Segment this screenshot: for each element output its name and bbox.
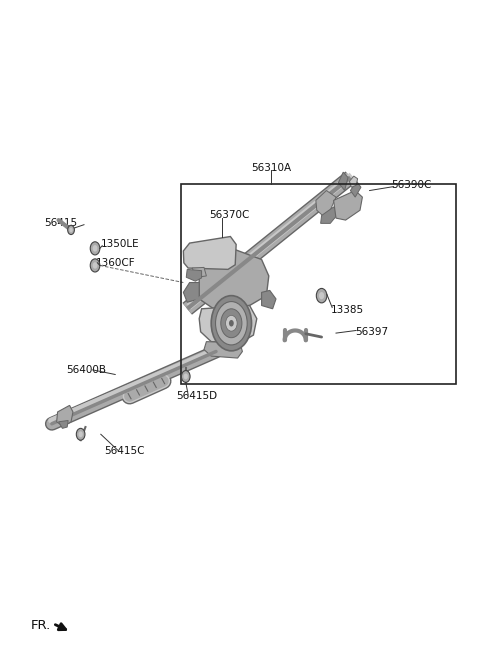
Polygon shape: [321, 207, 338, 223]
Polygon shape: [350, 181, 361, 197]
Polygon shape: [316, 191, 336, 217]
Polygon shape: [262, 290, 276, 309]
Polygon shape: [183, 283, 199, 302]
Circle shape: [226, 315, 237, 331]
Text: 56415C: 56415C: [105, 446, 145, 457]
Text: 1350LE: 1350LE: [101, 239, 139, 250]
Text: 56310A: 56310A: [251, 162, 291, 173]
Circle shape: [229, 320, 234, 327]
Circle shape: [211, 296, 252, 351]
Text: 56415: 56415: [44, 218, 77, 229]
Text: 56415D: 56415D: [177, 391, 218, 401]
Text: FR.: FR.: [31, 619, 51, 632]
Text: 56397: 56397: [355, 327, 388, 338]
Text: 56400B: 56400B: [66, 365, 106, 375]
Bar: [181, 184, 456, 384]
Text: 1360CF: 1360CF: [96, 258, 136, 268]
Circle shape: [90, 259, 100, 272]
Circle shape: [183, 373, 188, 380]
Circle shape: [93, 262, 97, 269]
Text: 56370C: 56370C: [209, 210, 249, 221]
Circle shape: [319, 292, 324, 300]
Circle shape: [69, 228, 73, 233]
Polygon shape: [199, 250, 269, 309]
Circle shape: [68, 225, 74, 235]
Circle shape: [76, 428, 85, 440]
Polygon shape: [183, 237, 236, 269]
Circle shape: [79, 431, 83, 438]
Polygon shape: [57, 405, 73, 426]
Circle shape: [181, 371, 190, 382]
Circle shape: [93, 245, 97, 252]
Circle shape: [316, 288, 327, 303]
Circle shape: [216, 302, 247, 345]
Polygon shape: [199, 306, 257, 343]
Circle shape: [221, 309, 242, 338]
Text: 13385: 13385: [331, 305, 364, 315]
Polygon shape: [59, 420, 68, 428]
Polygon shape: [338, 172, 348, 191]
Polygon shape: [186, 269, 202, 281]
Polygon shape: [349, 176, 358, 187]
Polygon shape: [192, 267, 206, 277]
Polygon shape: [204, 342, 242, 358]
Text: 56390C: 56390C: [391, 180, 432, 191]
Circle shape: [90, 242, 100, 255]
Polygon shape: [334, 191, 362, 220]
